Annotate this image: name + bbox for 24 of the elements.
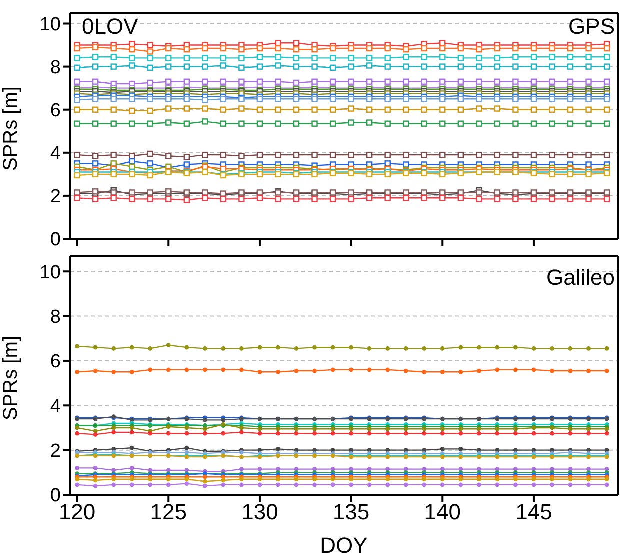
x-tick-label: 130 [242,500,278,525]
y-tick-label: 10 [40,262,61,284]
y-tick-label: 0 [50,230,61,251]
x-tick-label: 135 [332,500,370,525]
y-tick-label: 2 [50,186,61,208]
x-axis-title: DOY [320,533,368,553]
y-tick-label: 0 [50,486,61,507]
annotation: Galileo [546,265,615,291]
y-tick-label: 6 [50,100,61,122]
y-tick-label: 4 [50,144,62,165]
x-tick-label: 145 [516,500,552,525]
annotation: 0LOV [82,14,138,40]
x-tick-label: 140 [424,500,461,525]
y-tick-label: 8 [50,58,61,79]
x-tick-label: 125 [150,500,187,525]
y-axis-title: SPRs [m] [0,336,22,420]
annotation: GPS [568,14,615,40]
y-axis-title: SPRs [m] [0,86,22,171]
y-tick-label: 10 [40,14,61,36]
y-tick-label: 6 [50,352,61,373]
x-tick-label: 120 [58,500,96,525]
y-tick-label: 8 [50,307,61,328]
y-tick-label: 4 [50,396,62,418]
y-tick-label: 2 [50,441,61,462]
